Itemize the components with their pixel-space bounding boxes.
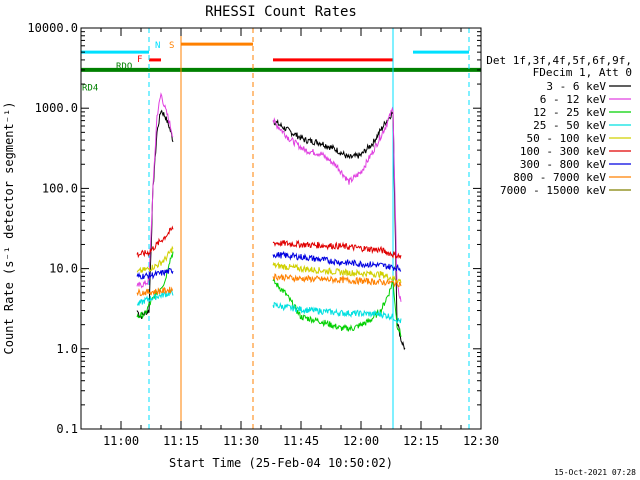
flag-label-f: F [137,55,142,65]
flag-bars: N S F RDO RD4 [81,41,481,93]
y-axis-ticks: 10000.0 1000.0 100.0 10.0 1.0 0.1 [27,21,481,436]
y-tick-label: 0.1 [56,422,78,436]
x-tick-label: 11:15 [163,434,199,448]
legend-label: 7000 - 15000 keV [500,184,606,197]
footer-timestamp: 15-Oct-2021 07:28 [554,468,636,477]
x-tick-label: 11:30 [223,434,259,448]
y-axis-label: Count Rate (s⁻¹ detector segment⁻¹) [2,102,16,355]
legend-label: 3 - 6 keV [546,80,606,93]
x-tick-label: 12:30 [463,434,499,448]
series-line-1-1 [272,106,402,302]
series-line-4-1 [272,261,402,284]
series-line-7-1 [272,273,402,288]
series-line-6-1 [272,250,402,272]
series-line-6-0 [136,267,174,280]
y-tick-label: 1000.0 [35,101,78,115]
series-line-4-0 [136,245,174,273]
y-tick-label: 10.0 [49,262,78,276]
y-tick-label: 1.0 [56,342,78,356]
flag-label-n: N [155,41,160,51]
series-line-1-0 [136,92,174,289]
x-tick-label: 12:00 [343,434,379,448]
x-tick-label: 11:45 [283,434,319,448]
y-tick-label: 10000.0 [27,21,78,35]
x-axis-ticks: 11:00 11:15 11:30 11:45 12:00 12:15 12:30 [80,28,499,448]
legend: Det 1f,3f,4f,5f,6f,9f,FDecim 1, Att 03 -… [486,54,632,197]
series-line-0-1 [272,110,406,351]
legend-label: 300 - 800 keV [520,158,606,171]
series-line-2-0 [136,251,174,319]
x-tick-label: 11:00 [103,434,139,448]
legend-label: 50 - 100 keV [527,132,607,145]
x-tick-label: 12:15 [403,434,439,448]
flag-label-rd4: RD4 [82,83,98,93]
chart-title: RHESSI Count Rates [205,4,357,20]
series-line-3-1 [272,301,402,324]
flag-label-rdo: RDO [116,62,132,72]
legend-label: 12 - 25 keV [533,106,606,119]
legend-header: FDecim 1, Att 0 [533,66,632,79]
legend-label: 100 - 300 keV [520,145,606,158]
legend-label: 800 - 7000 keV [513,171,606,184]
series-lines [136,92,406,351]
legend-label: 6 - 12 keV [540,93,607,106]
x-axis-label: Start Time (25-Feb-04 10:50:02) [169,456,393,470]
legend-label: 25 - 50 keV [533,119,606,132]
time-markers [148,28,470,429]
legend-header: Det 1f,3f,4f,5f,6f,9f, [486,54,632,67]
series-line-5-0 [136,225,174,259]
series-line-5-1 [272,239,402,260]
series-line-7-0 [136,286,173,297]
flag-label-s: S [169,41,174,51]
y-tick-label: 100.0 [42,181,78,195]
